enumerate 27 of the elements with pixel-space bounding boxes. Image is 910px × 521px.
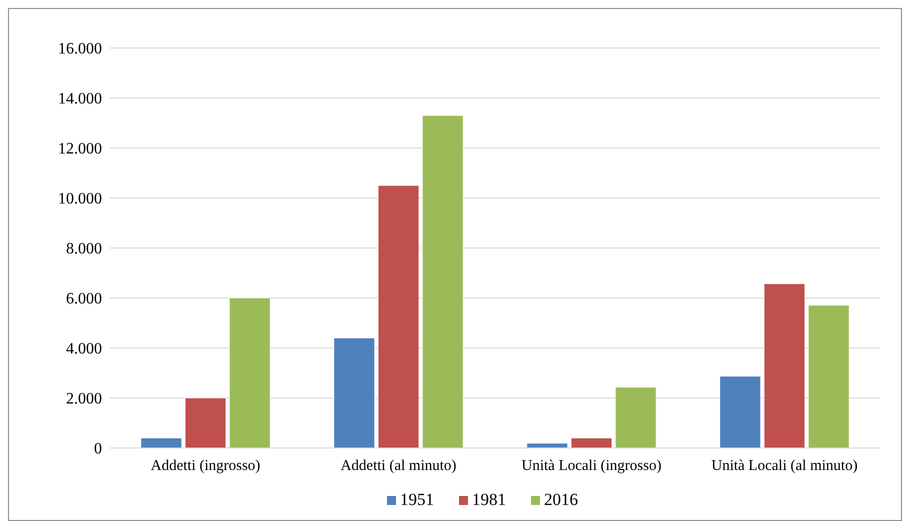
bar <box>140 438 182 448</box>
legend-label: 1981 <box>472 490 506 509</box>
bar <box>808 304 850 448</box>
x-tick-label: Unità Locali (al minuto) <box>711 458 858 474</box>
bar <box>422 115 464 448</box>
y-tick-label: 14.000 <box>58 90 102 108</box>
legend-label: 1951 <box>400 490 434 509</box>
bar <box>378 185 420 448</box>
y-tick-label: 8.000 <box>66 240 102 258</box>
y-tick-label: 2.000 <box>66 390 102 408</box>
y-tick-label: 0 <box>94 440 102 458</box>
bar <box>615 386 656 448</box>
y-tick-label: 10.000 <box>58 190 102 208</box>
bar <box>720 376 761 448</box>
bar <box>229 298 270 448</box>
bar <box>764 283 806 448</box>
y-tick-label: 12.000 <box>58 140 102 158</box>
x-tick-label: Unità Locali (ingrosso) <box>522 458 662 474</box>
y-tick-label: 6.000 <box>66 290 102 308</box>
y-tick-label: 16.000 <box>58 40 102 58</box>
bar <box>334 338 375 448</box>
bar <box>184 398 226 448</box>
bar <box>570 438 612 448</box>
x-tick-label: Addetti (ingrosso) <box>150 458 260 474</box>
legend-label: 2016 <box>544 490 578 509</box>
x-tick-label: Addetti (al minuto) <box>340 458 456 474</box>
y-tick-label: 4.000 <box>66 340 102 358</box>
